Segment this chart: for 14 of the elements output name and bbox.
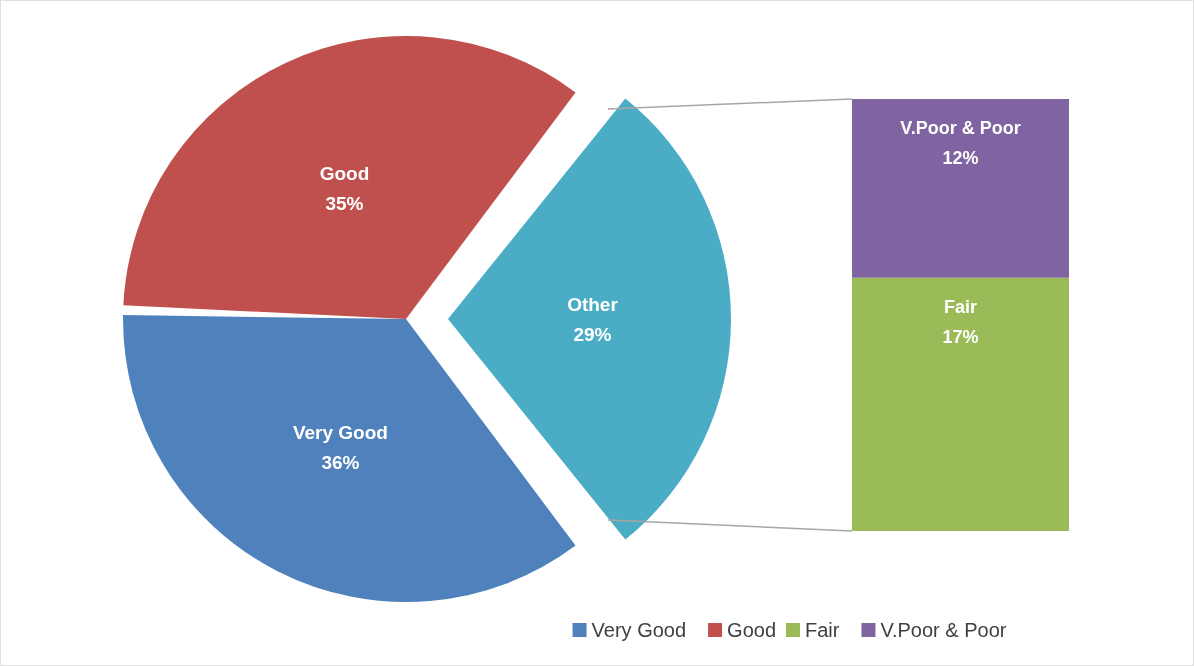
data-label: 36% [321,452,360,474]
legend-label: V.Poor & Poor [880,619,1007,641]
data-label: 35% [325,192,364,214]
text: V.Poor & Poor [900,118,1021,138]
data-label: 17% [942,326,979,347]
slice-label: Good [319,162,370,184]
legend-label: Fair [805,619,840,641]
slice-label: Other [567,293,619,315]
legend-label: Good [727,619,777,641]
text: Fair [943,296,978,317]
data-label: 29% [573,323,612,345]
data-label: 12% [942,148,979,168]
legend-label: Very Good [591,619,687,641]
slice-label: Very Good [292,422,388,444]
